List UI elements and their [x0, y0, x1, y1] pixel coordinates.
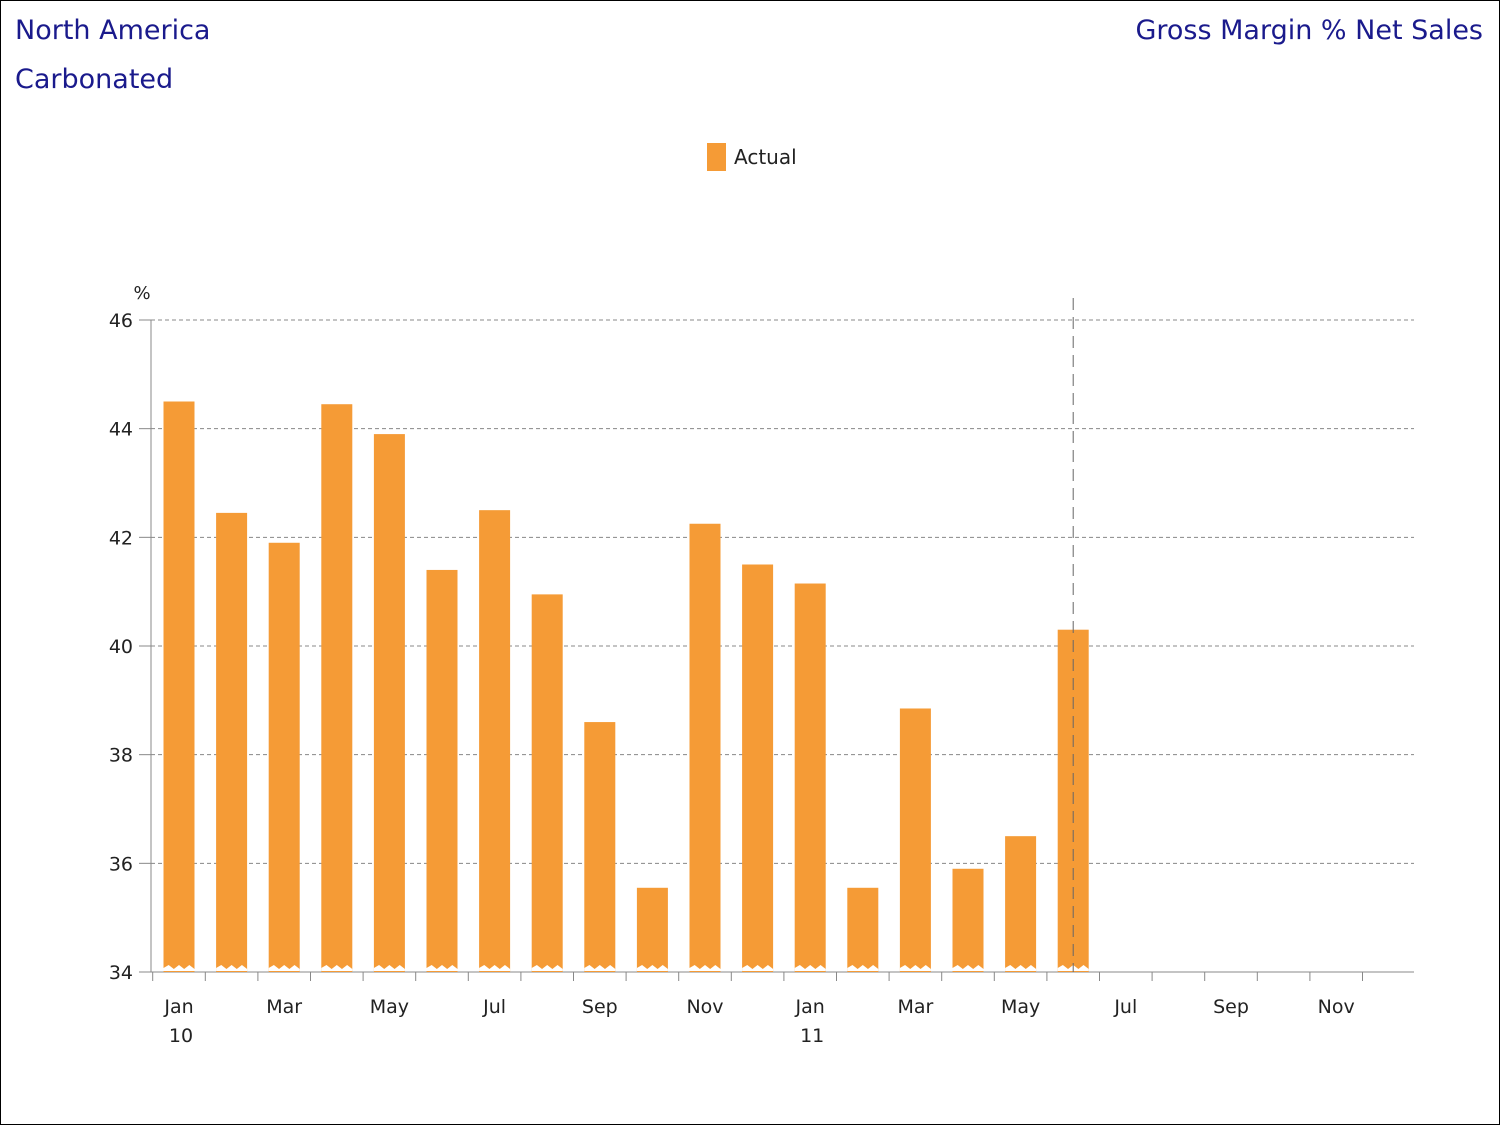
- x-tick-label: Jan: [795, 996, 825, 1018]
- axis-break-mark: [847, 965, 879, 971]
- axis-break-mark: [216, 965, 248, 971]
- axis-break-mark: [426, 965, 458, 971]
- axis-break-mark: [531, 965, 563, 971]
- legend-label-actual: Actual: [734, 145, 797, 169]
- bar: [426, 569, 458, 972]
- legend-swatch-actual: [707, 143, 726, 171]
- axis-break-mark: [268, 965, 300, 971]
- x-tick-label: Mar: [266, 996, 302, 1018]
- metric-title: Gross Margin % Net Sales: [1135, 15, 1483, 46]
- y-axis-label: %: [133, 283, 150, 304]
- bar: [373, 434, 405, 973]
- x-tick-label: May: [1001, 996, 1040, 1018]
- bar: [163, 401, 195, 972]
- segment-title: Carbonated: [15, 64, 174, 95]
- axis-break-mark: [163, 965, 195, 971]
- x-tick-label: Nov: [686, 996, 723, 1018]
- y-tick-label: 36: [109, 853, 133, 875]
- bar: [531, 594, 563, 972]
- bar: [689, 523, 721, 972]
- y-tick-label: 40: [109, 636, 133, 658]
- axis-break-mark: [689, 965, 721, 971]
- region-title: North America: [15, 15, 211, 46]
- bar: [742, 564, 774, 972]
- axis-break-mark: [373, 965, 405, 971]
- bar: [479, 510, 511, 972]
- axis-break-mark: [1005, 965, 1037, 971]
- axis-break-mark: [899, 965, 931, 971]
- bar: [847, 887, 879, 972]
- axis-break-mark: [742, 965, 774, 971]
- x-tick-label: Sep: [1213, 996, 1249, 1018]
- axis-break-mark: [794, 965, 826, 971]
- axis-break-mark: [321, 965, 353, 971]
- axis-break-mark: [952, 965, 984, 971]
- x-tick-label: Jan: [163, 996, 193, 1018]
- axis-break-mark: [479, 965, 511, 971]
- bar: [899, 708, 931, 972]
- x-tick-year-label: 11: [800, 1025, 824, 1047]
- x-tick-label: Sep: [582, 996, 618, 1018]
- bar: [268, 542, 300, 972]
- x-tick-label: Jul: [1113, 996, 1137, 1018]
- bar: [216, 512, 248, 972]
- y-tick-label: 46: [109, 310, 133, 332]
- bar: [952, 868, 984, 972]
- axis-break-mark: [636, 965, 668, 971]
- y-tick-label: 42: [109, 527, 133, 549]
- y-tick-label: 44: [109, 419, 133, 441]
- bar: [794, 583, 826, 972]
- axis-break-mark: [584, 965, 616, 971]
- y-tick-label: 38: [109, 745, 133, 767]
- bar: [321, 404, 353, 972]
- x-tick-year-label: 10: [169, 1025, 193, 1047]
- x-tick-label: Nov: [1318, 996, 1355, 1018]
- y-tick-label: 34: [109, 962, 133, 984]
- x-tick-label: May: [370, 996, 409, 1018]
- bar: [636, 887, 668, 972]
- bar: [1005, 836, 1037, 972]
- x-tick-label: Jul: [482, 996, 506, 1018]
- x-tick-label: Mar: [897, 996, 933, 1018]
- bar: [584, 722, 616, 972]
